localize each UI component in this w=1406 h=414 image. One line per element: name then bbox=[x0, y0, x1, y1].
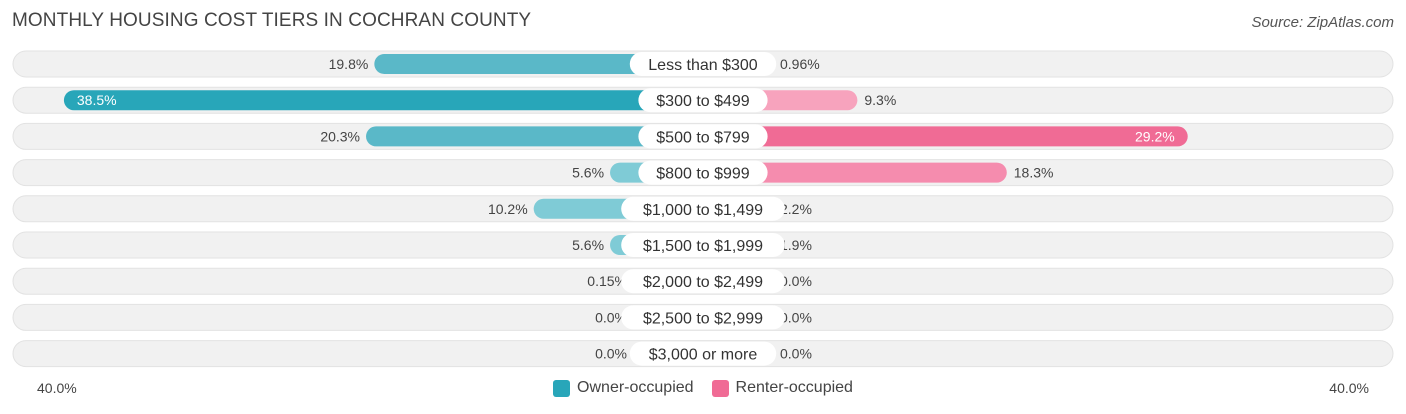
legend-label-owner: Owner-occupied bbox=[577, 379, 694, 396]
bar-renter bbox=[703, 162, 1007, 183]
category-label: $800 to $999 bbox=[656, 166, 750, 183]
legend-item-owner: Owner-occupied bbox=[553, 379, 694, 397]
value-label-renter: 9.3% bbox=[864, 92, 896, 108]
axis-label-right: 40.0% bbox=[1329, 380, 1369, 396]
legend: Owner-occupied Renter-occupied bbox=[0, 379, 1406, 397]
value-label-renter: 18.3% bbox=[1014, 165, 1054, 181]
category-label: $300 to $499 bbox=[656, 93, 750, 110]
legend-label-renter: Renter-occupied bbox=[735, 379, 853, 396]
category-pill bbox=[621, 233, 785, 257]
value-label-renter: 1.9% bbox=[780, 237, 812, 253]
value-label-owner: 10.2% bbox=[488, 201, 528, 217]
value-label-owner: 0.15% bbox=[587, 273, 627, 289]
value-label-renter: 0.0% bbox=[780, 309, 812, 325]
value-label-owner: 19.8% bbox=[329, 56, 369, 72]
category-label: Less than $300 bbox=[648, 57, 758, 74]
bar-owner bbox=[374, 54, 703, 74]
value-label-renter: 2.2% bbox=[780, 201, 812, 217]
value-label-renter: 0.0% bbox=[780, 273, 812, 289]
category-pill bbox=[638, 160, 768, 185]
axis-label-left: 40.0% bbox=[37, 380, 77, 396]
category-pill bbox=[621, 196, 785, 221]
category-label: $1,000 to $1,499 bbox=[643, 202, 763, 219]
legend-swatch-renter bbox=[711, 379, 729, 397]
value-label-owner: 0.0% bbox=[595, 309, 627, 325]
value-label-owner: 5.6% bbox=[572, 165, 604, 181]
category-label: $1,500 to $1,999 bbox=[643, 238, 763, 255]
category-pill bbox=[638, 124, 768, 149]
chart-title: MONTHLY HOUSING COST TIERS IN COCHRAN CO… bbox=[12, 10, 532, 31]
bar-renter bbox=[703, 126, 1188, 147]
category-pill bbox=[621, 269, 785, 294]
category-label: $2,500 to $2,999 bbox=[643, 310, 763, 327]
diverging-bar-chart: 19.8% 0.96% Less than $300 38.5% 9.3% $300 to… bbox=[12, 50, 1394, 368]
value-label-owner: 20.3% bbox=[320, 128, 360, 144]
value-label-owner: 0.0% bbox=[595, 346, 627, 362]
category-label: $3,000 or more bbox=[649, 347, 758, 364]
source-note: Source: ZipAtlas.com bbox=[1251, 14, 1394, 31]
bar-owner bbox=[63, 90, 703, 111]
legend-item-renter: Renter-occupied bbox=[711, 379, 853, 397]
value-label-renter: 29.2% bbox=[1135, 128, 1175, 144]
value-label-owner: 5.6% bbox=[572, 237, 604, 253]
value-label-renter: 0.96% bbox=[780, 56, 820, 72]
value-label-owner: 38.5% bbox=[77, 92, 117, 108]
category-label: $500 to $799 bbox=[656, 129, 750, 146]
category-pill bbox=[629, 52, 777, 76]
category-pill bbox=[629, 341, 777, 366]
legend-swatch-owner bbox=[553, 379, 571, 397]
category-pill bbox=[638, 88, 768, 113]
category-pill bbox=[621, 305, 785, 330]
value-label-renter: 0.0% bbox=[780, 346, 812, 362]
category-label: $2,000 to $2,499 bbox=[643, 274, 763, 291]
bar-owner bbox=[366, 126, 703, 147]
